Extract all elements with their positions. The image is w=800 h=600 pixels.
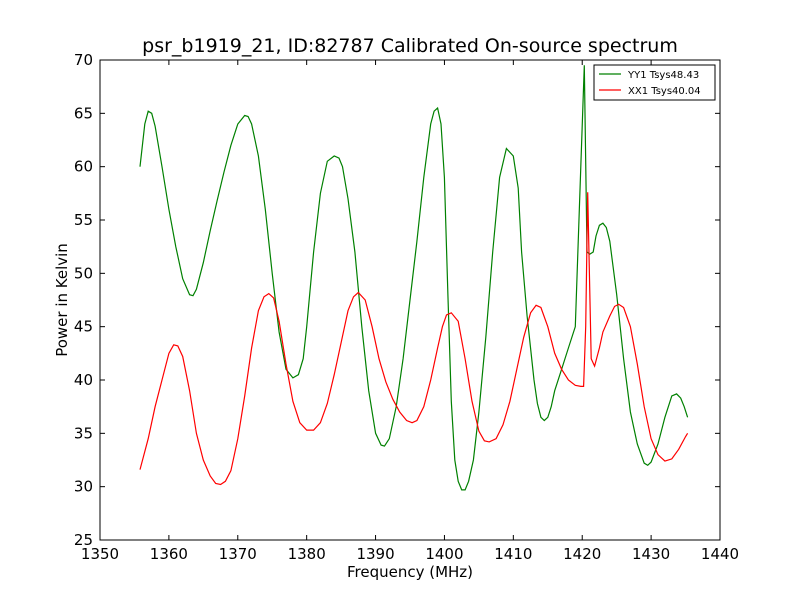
legend-label-yy1: YY1 Tsys48.43	[627, 70, 699, 81]
x-tick-label: 1430	[632, 545, 670, 563]
series-line-yy1	[139, 65, 689, 491]
legend: YY1 Tsys48.43 XX1 Tsys40.04	[593, 64, 716, 101]
x-tick-label: 1390	[356, 545, 394, 563]
x-axis-title: Frequency (MHz)	[347, 563, 473, 581]
y-tick-label: 50	[74, 264, 93, 282]
chart-title: psr_b1919_21, ID:82787 Calibrated On-sou…	[142, 35, 678, 57]
y-tick-label: 55	[74, 211, 93, 229]
x-tick-label: 1350	[81, 545, 119, 563]
x-tick-label: 1440	[701, 545, 739, 563]
x-tick-label: 1380	[288, 545, 326, 563]
x-tick-label: 1360	[150, 545, 188, 563]
series-line-xx1	[139, 192, 689, 486]
y-tick-label: 25	[74, 531, 93, 549]
axis-ticks: 1350 1360 1370 1380 1390 1400 1410 1420 1430 1440…	[74, 51, 739, 563]
legend-box	[593, 64, 716, 101]
plot-area-frame	[99, 59, 721, 541]
y-tick-label: 45	[74, 318, 93, 336]
y-tick-label: 35	[74, 424, 93, 442]
x-tick-label: 1370	[219, 545, 257, 563]
x-tick-label: 1420	[563, 545, 601, 563]
y-tick-label: 70	[74, 51, 93, 69]
legend-label-xx1: XX1 Tsys40.04	[628, 86, 701, 97]
y-axis-title: Power in Kelvin	[53, 243, 71, 357]
y-tick-label: 40	[74, 371, 93, 389]
x-tick-label: 1410	[494, 545, 532, 563]
y-tick-label: 65	[74, 104, 93, 122]
series-layer	[139, 65, 689, 491]
y-tick-label: 30	[74, 478, 93, 496]
y-tick-label: 60	[74, 158, 93, 176]
x-tick-label: 1400	[425, 545, 463, 563]
